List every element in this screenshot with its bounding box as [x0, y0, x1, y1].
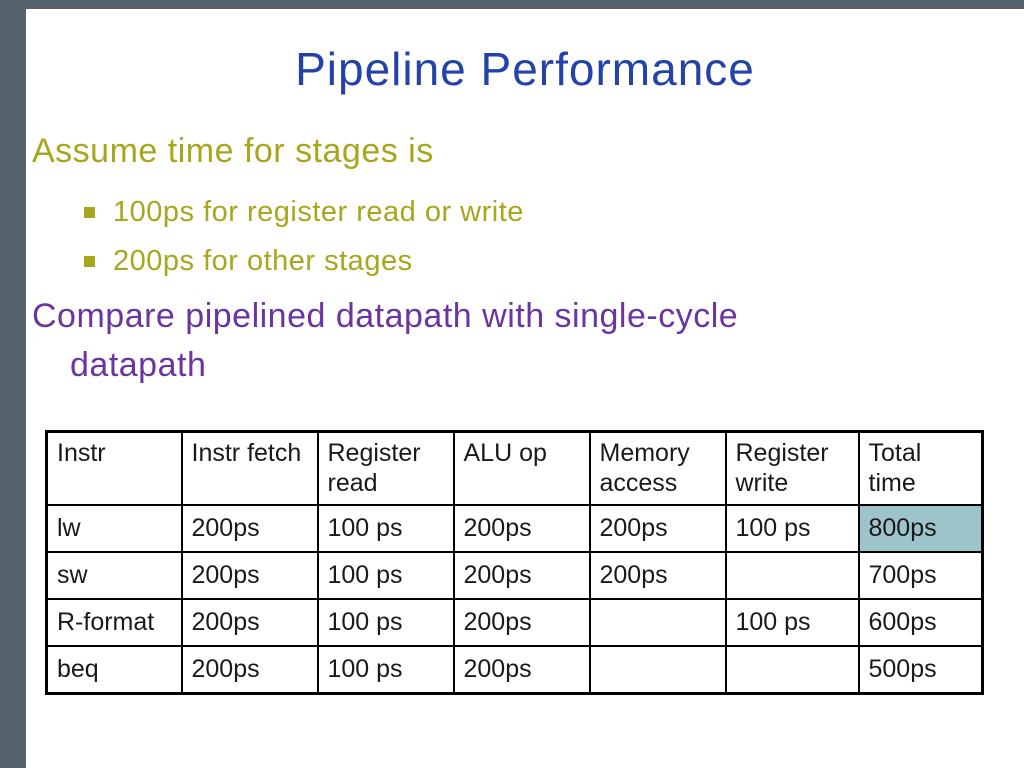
table-row-lw: lw 200ps 100 ps 200ps 200ps 100 ps 800ps — [45, 504, 984, 553]
table-cell — [588, 645, 727, 694]
col-header-instr-fetch: Instr fetch — [180, 430, 319, 506]
bullet-square-icon — [84, 207, 95, 218]
table-cell: 100 ps — [724, 598, 860, 647]
col-header-total-time: Total time — [857, 430, 984, 506]
table-cell: 200ps — [452, 551, 591, 600]
table-cell: sw — [45, 551, 183, 600]
col-header-instr: Instr — [45, 430, 183, 506]
table-cell: 100 ps — [316, 551, 455, 600]
table-cell — [588, 598, 727, 647]
table-cell — [724, 645, 860, 694]
compare-heading-line2: datapath — [70, 346, 207, 384]
compare-heading: Compare pipelined datapath with single-c… — [32, 292, 738, 390]
table-cell: 700ps — [857, 551, 984, 600]
table-cell: 200ps — [452, 504, 591, 553]
col-header-register-write: Register write — [724, 430, 860, 506]
bullet-text: 100ps for register read or write — [113, 196, 524, 228]
bullet-item: 200ps for other stages — [84, 245, 413, 278]
table-cell: 100 ps — [316, 598, 455, 647]
table-cell: 200ps — [452, 598, 591, 647]
table-cell-highlighted: 800ps — [857, 504, 984, 553]
table-cell: 100 ps — [316, 645, 455, 694]
slide-border-top — [0, 0, 1024, 9]
table-cell: 200ps — [180, 551, 319, 600]
table-cell: R-format — [45, 598, 183, 647]
assume-heading: Assume time for stages is — [32, 132, 434, 170]
table-cell: 500ps — [857, 645, 984, 694]
table-cell: lw — [45, 504, 183, 553]
slide-title: Pipeline Performance — [295, 43, 755, 95]
col-header-register-read: Register read — [316, 430, 455, 506]
table-cell: beq — [45, 645, 183, 694]
slide-border-left — [0, 0, 26, 768]
table-cell: 200ps — [588, 504, 727, 553]
col-header-alu-op: ALU op — [452, 430, 591, 506]
table-cell: 200ps — [180, 504, 319, 553]
table-cell — [724, 551, 860, 600]
table-cell: 200ps — [180, 598, 319, 647]
table-header-row: Instr Instr fetch Register read ALU op M… — [45, 430, 984, 506]
compare-heading-line1: Compare pipelined datapath with single-c… — [32, 297, 739, 335]
col-header-memory-access: Memory access — [588, 430, 727, 506]
table-cell: 100 ps — [724, 504, 860, 553]
bullet-text: 200ps for other stages — [113, 245, 413, 277]
table-row-beq: beq 200ps 100 ps 200ps 500ps — [45, 645, 984, 694]
bullet-square-icon — [84, 256, 95, 267]
table-row-sw: sw 200ps 100 ps 200ps 200ps 700ps — [45, 551, 984, 600]
pipeline-performance-table: Instr Instr fetch Register read ALU op M… — [45, 430, 984, 695]
table-cell: 200ps — [180, 645, 319, 694]
table-cell: 600ps — [857, 598, 984, 647]
table-row-r-format: R-format 200ps 100 ps 200ps 100 ps 600ps — [45, 598, 984, 647]
bullet-item: 100ps for register read or write — [84, 196, 524, 229]
table-cell: 200ps — [452, 645, 591, 694]
table-cell: 200ps — [588, 551, 727, 600]
table-cell: 100 ps — [316, 504, 455, 553]
